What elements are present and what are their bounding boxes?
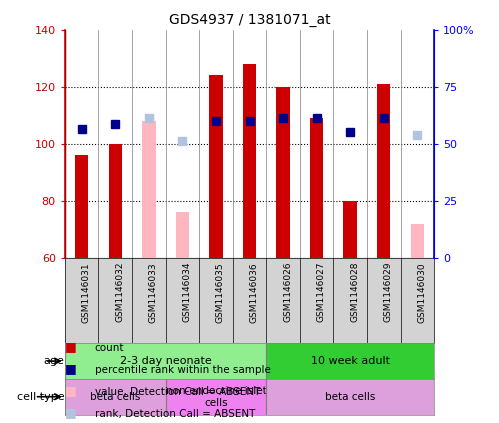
Text: percentile rank within the sample: percentile rank within the sample xyxy=(95,365,270,375)
Bar xyxy=(75,155,88,258)
Bar xyxy=(142,121,156,258)
Text: GSM1146035: GSM1146035 xyxy=(216,262,225,323)
Text: ■: ■ xyxy=(65,362,77,375)
Bar xyxy=(108,144,122,258)
Bar xyxy=(377,84,391,258)
Text: age: age xyxy=(43,356,64,366)
Text: ■: ■ xyxy=(65,340,77,353)
Text: GSM1146028: GSM1146028 xyxy=(350,262,359,322)
Text: beta cells: beta cells xyxy=(90,392,140,402)
Title: GDS4937 / 1381071_at: GDS4937 / 1381071_at xyxy=(169,13,330,27)
Text: GSM1146029: GSM1146029 xyxy=(384,262,393,322)
Text: GSM1146027: GSM1146027 xyxy=(317,262,326,322)
Text: non-endocrine islet
cells: non-endocrine islet cells xyxy=(166,386,266,407)
Bar xyxy=(243,64,256,258)
Bar xyxy=(276,87,290,258)
Text: GSM1146031: GSM1146031 xyxy=(82,262,91,323)
Text: GSM1146034: GSM1146034 xyxy=(182,262,191,322)
Text: rank, Detection Call = ABSENT: rank, Detection Call = ABSENT xyxy=(95,409,255,419)
Text: ■: ■ xyxy=(65,384,77,397)
Bar xyxy=(266,343,434,379)
Text: GSM1146030: GSM1146030 xyxy=(417,262,426,323)
Text: 10 week adult: 10 week adult xyxy=(311,356,390,366)
Text: GSM1146026: GSM1146026 xyxy=(283,262,292,322)
Text: GSM1146036: GSM1146036 xyxy=(250,262,258,323)
Bar xyxy=(343,201,357,258)
Text: count: count xyxy=(95,343,124,353)
Text: beta cells: beta cells xyxy=(325,392,375,402)
Text: cell type: cell type xyxy=(16,392,64,402)
Text: 2-3 day neonate: 2-3 day neonate xyxy=(120,356,212,366)
Bar xyxy=(310,118,323,258)
Bar xyxy=(176,212,189,258)
Text: GSM1146033: GSM1146033 xyxy=(149,262,158,323)
Bar xyxy=(65,343,266,379)
Text: GSM1146032: GSM1146032 xyxy=(115,262,124,322)
Bar xyxy=(266,379,434,415)
Bar xyxy=(166,379,266,415)
Bar xyxy=(65,379,166,415)
Text: value, Detection Call = ABSENT: value, Detection Call = ABSENT xyxy=(95,387,260,397)
Text: ■: ■ xyxy=(65,406,77,419)
Bar xyxy=(411,223,424,258)
Bar xyxy=(209,75,223,258)
